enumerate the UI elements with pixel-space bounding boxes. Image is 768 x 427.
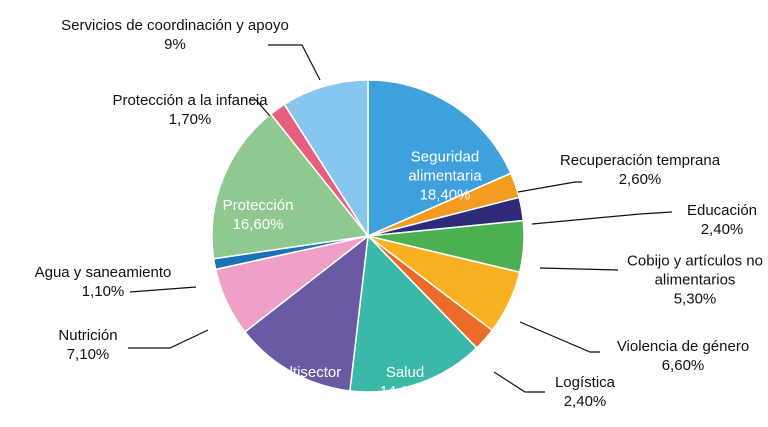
value-label: 9% [164,36,186,53]
category-label: Cobijo y artículos no alimentarios [627,252,763,289]
slice-label: Agua y saneamiento 1,10% [16,263,191,301]
category-label: Protección [222,197,294,214]
pie-slice [367,79,512,238]
value-label: 7,10% [66,346,110,363]
category-label: Logística [554,374,616,391]
leader-line [250,99,271,117]
value-label: 5,30% [673,290,717,308]
value-label: 18,40% [419,186,471,204]
slice-label: Protección a la infancia 1,70% [95,91,285,129]
category-label: Agua y saneamiento [34,264,172,281]
slice-label: Protección 16,60% [208,196,308,234]
pie-slice [283,79,369,239]
category-label: Salud [385,364,425,381]
category-label: Educación [686,202,758,219]
value-label: 14,10% [379,383,431,400]
slice-label: Violencia de género 6,60% [601,337,766,375]
pie-slice [349,234,478,393]
category-label: Nutrición [58,327,118,344]
pie-slice [243,234,369,392]
leader-line [493,371,545,393]
value-label: 6,60% [661,357,705,374]
leader-line [128,329,209,349]
category-label: Protección a la infancia [112,92,268,109]
leader-line [531,211,673,225]
slice-label: Recuperación temprana 2,60% [545,151,735,189]
value-label: 16,60% [232,216,284,233]
slice-label: Nutrición 7,10% [48,326,128,364]
category-label: Multisector [268,364,342,381]
category-label: Recuperación temprana [559,152,721,169]
leader-line [517,181,582,193]
pie-slice [211,112,370,260]
leader-line [539,267,619,271]
slice-label: Salud 14,10% [360,363,450,401]
category-label: Servicios de coordinación y apoyo [61,17,289,34]
leader-line [519,321,600,353]
value-label: 2,40% [563,393,607,410]
value-label: 1,70% [168,111,212,128]
leader-line [268,44,321,81]
value-label: 2,60% [618,171,662,188]
slice-label: Multisector 12,60% [255,363,355,401]
slice-label: Logística 2,40% [545,373,625,411]
slice-label: Cobijo y artículos no alimentarios 5,30% [623,252,768,309]
value-label: 2,40% [700,221,744,238]
slice-label: Servicios de coordinación y apoyo 9% [35,16,315,54]
leader-line [129,286,197,293]
category-label: Violencia de género [616,338,750,355]
slice-label: Seguridad alimentaria 18,40% [390,148,500,205]
category-label: Seguridad alimentaria [408,148,482,185]
slice-label: Educación 2,40% [677,201,767,239]
value-label: 1,10% [81,283,125,300]
value-label: 12,60% [279,383,331,400]
